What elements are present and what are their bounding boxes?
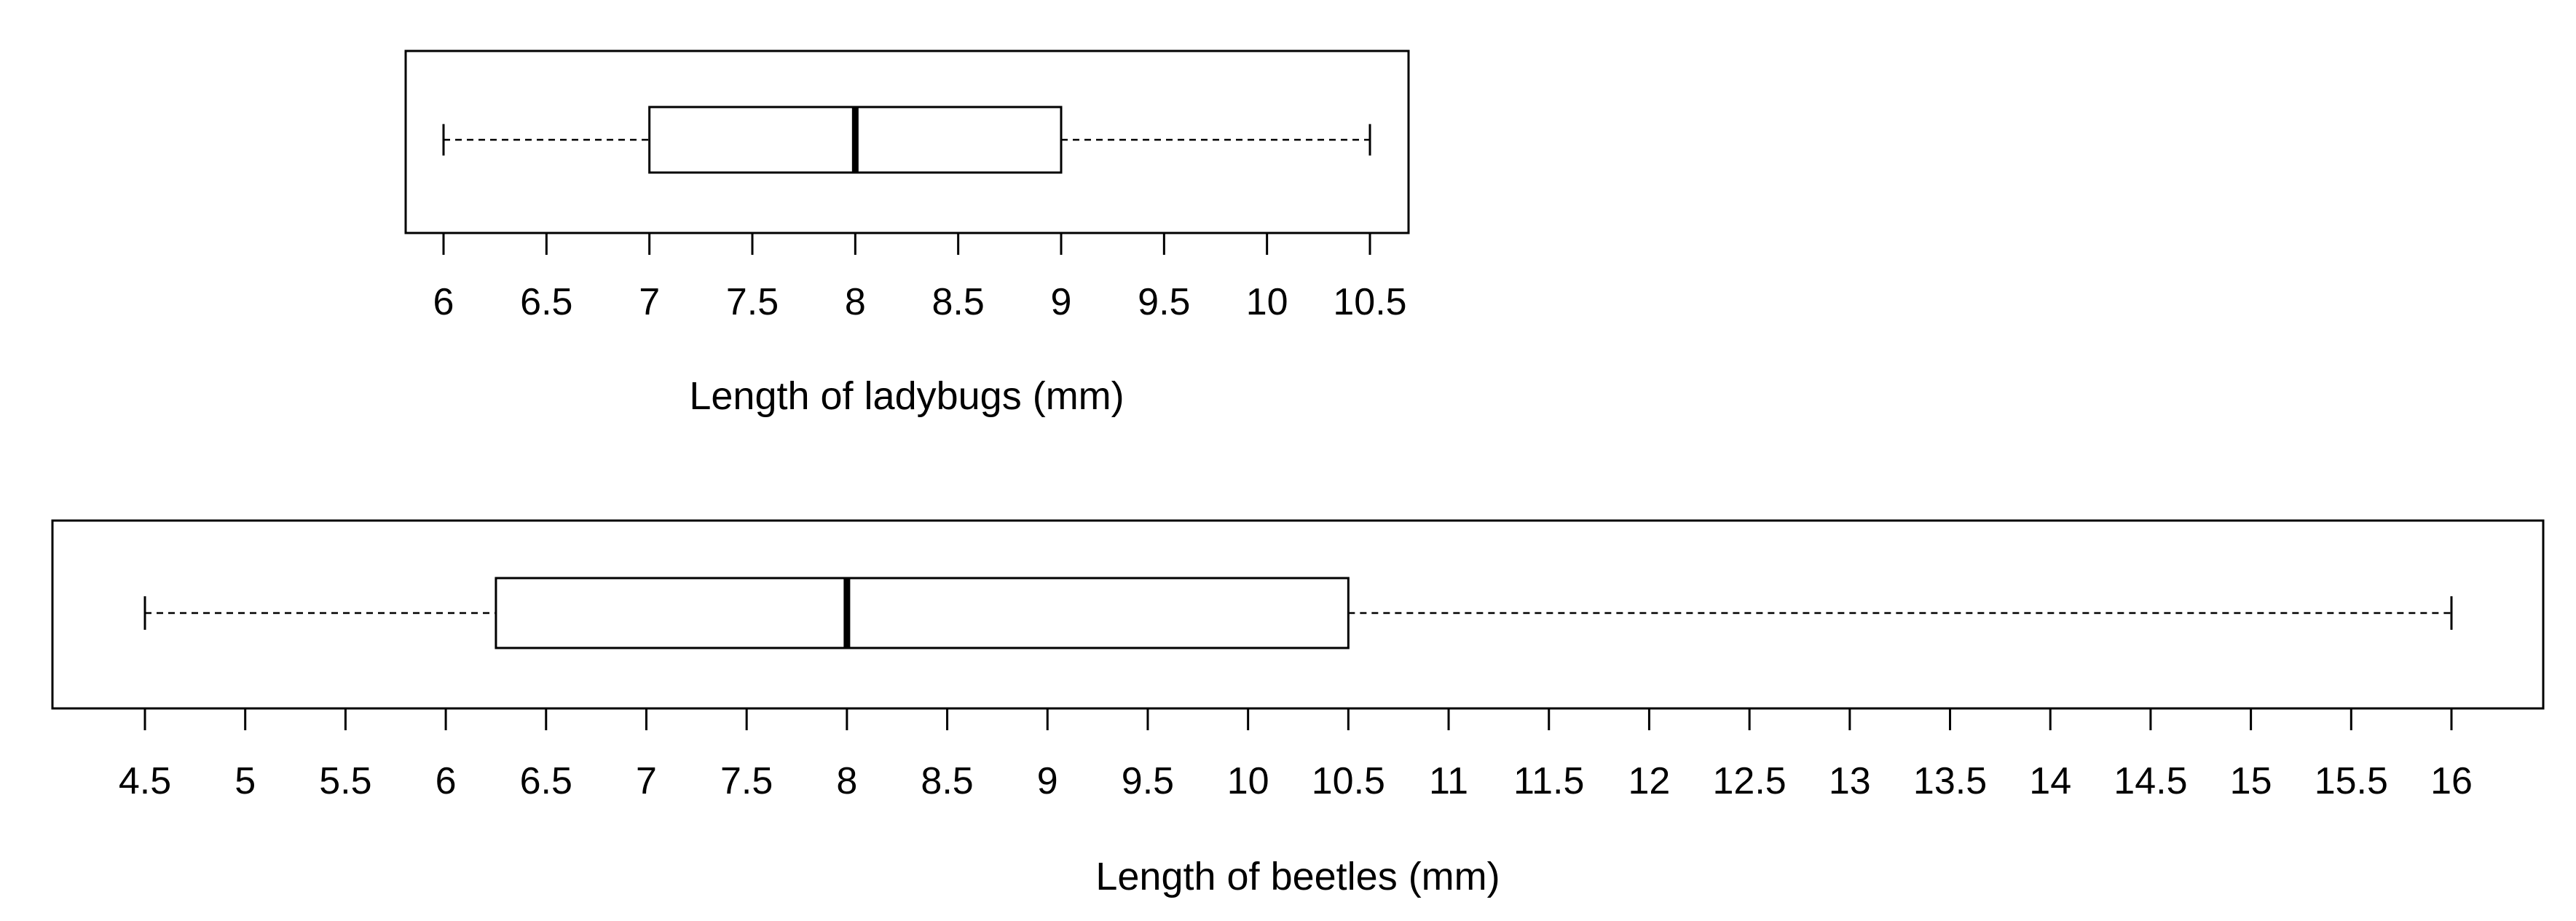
x-tick-label: 10.5 (1333, 281, 1406, 323)
x-tick-label: 9 (1051, 281, 1072, 323)
x-tick-label: 12 (1628, 760, 1671, 802)
x-tick-label: 15.5 (2315, 760, 2388, 802)
ladybugs-boxplot-panel: 6 6.5 7 7.5 8 8.5 9 9.5 10 10.5 Length of ladybug… (404, 50, 1410, 418)
x-tick-label: 6 (436, 760, 457, 802)
x-tick-label: 13.5 (1913, 760, 1987, 802)
x-tick-label: 10 (1246, 281, 1288, 323)
x-tick-label: 7.5 (726, 281, 779, 323)
x-axis-title: Length of beetles (mm) (1095, 855, 1500, 898)
x-tick-label: 10 (1227, 760, 1269, 802)
x-tick-label: 5 (235, 760, 256, 802)
x-tick-label: 9 (1037, 760, 1058, 802)
plot-frame (404, 50, 1410, 234)
x-tick-label: 8.5 (932, 281, 985, 323)
x-tick-label: 15 (2230, 760, 2272, 802)
x-tick-label: 8 (836, 760, 857, 802)
x-tick-label: 14 (2029, 760, 2071, 802)
x-tick-label: 9.5 (1138, 281, 1190, 323)
x-tick-label: 16 (2430, 760, 2473, 802)
x-tick-label: 11 (1429, 760, 1468, 802)
beetles-boxplot-panel: 4.5 5 5.5 6 6.5 7 7.5 8 8.5 9 9.5 10 10.5 11 11.5 12 12.… (51, 519, 2545, 898)
x-axis-title: Length of ladybugs (mm) (689, 374, 1124, 418)
x-tick-label: 12.5 (1713, 760, 1787, 802)
x-tick-label: 14.5 (2114, 760, 2187, 802)
x-tick-label: 5.5 (319, 760, 371, 802)
x-tick-label: 7 (639, 281, 660, 323)
plot-frame (51, 519, 2545, 710)
x-tick-label: 7 (636, 760, 657, 802)
x-tick-label: 4.5 (119, 760, 171, 802)
iqr-box (495, 577, 1350, 649)
x-tick-label: 6.5 (520, 281, 572, 323)
x-tick-label: 9.5 (1122, 760, 1174, 802)
x-tick-label: 8 (845, 281, 866, 323)
x-tick-label: 6.5 (520, 760, 572, 802)
x-tick-label: 6 (433, 281, 454, 323)
x-tick-label: 13 (1829, 760, 1871, 802)
x-tick-label: 11.5 (1513, 760, 1584, 802)
x-tick-label: 10.5 (1312, 760, 1385, 802)
x-tick-label: 7.5 (720, 760, 773, 802)
x-tick-label: 8.5 (921, 760, 973, 802)
